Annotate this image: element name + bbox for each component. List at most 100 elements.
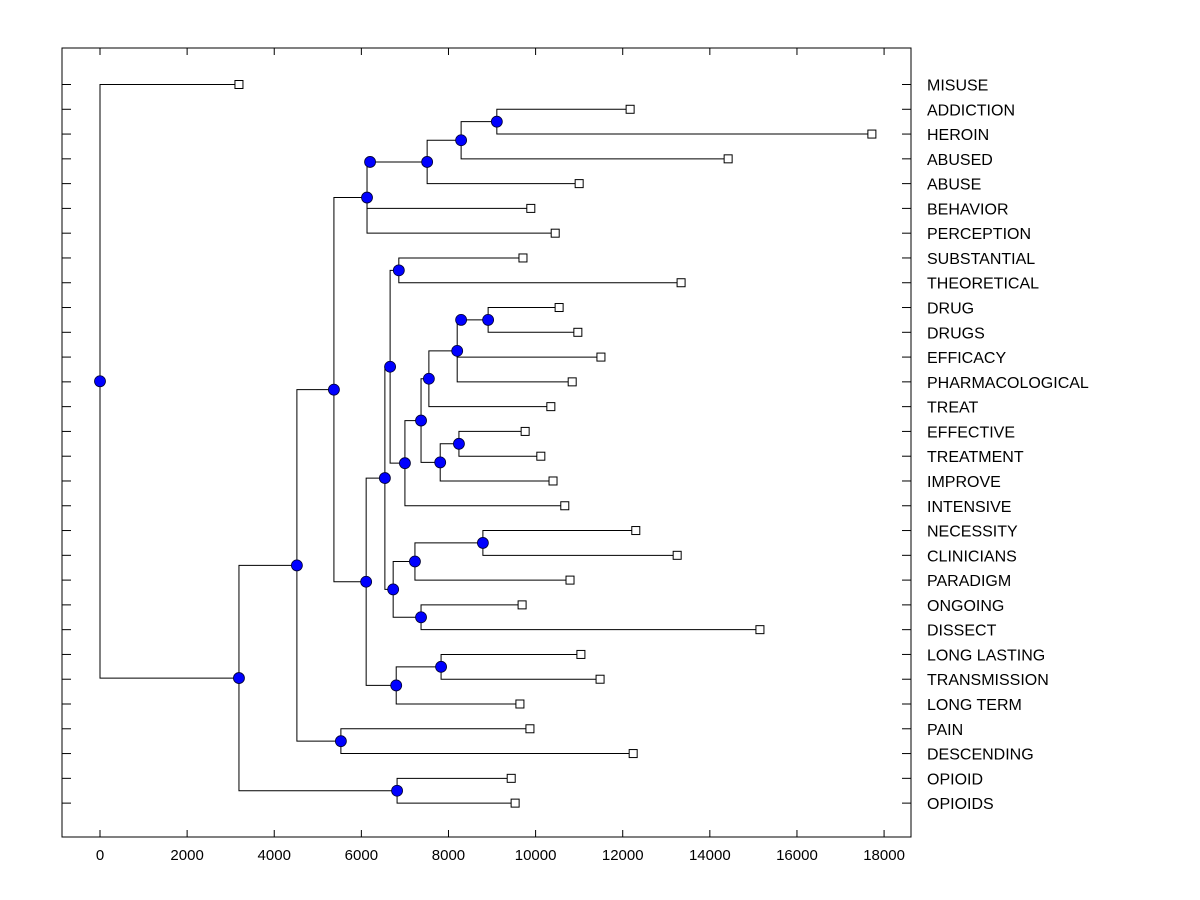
leaf-marker <box>672 550 682 560</box>
x-tick-label: 12000 <box>602 847 644 864</box>
leaf-marker <box>517 600 527 610</box>
leaf-label: ONGOING <box>927 598 1004 615</box>
dendrogram-link <box>395 685 520 705</box>
dendrogram-link <box>392 561 415 590</box>
leaf-marker <box>510 798 520 808</box>
dendrogram-link <box>333 197 368 390</box>
dendrogram-link <box>414 561 571 581</box>
dendrogram-link <box>365 581 397 686</box>
leaf-marker <box>520 426 530 436</box>
leaf-label: TRANSMISSION <box>927 672 1049 689</box>
leaf-marker <box>573 327 583 337</box>
dendrogram-link <box>456 350 573 383</box>
leaf-label: OPIOIDS <box>927 796 994 813</box>
leaf-label: IMPROVE <box>927 474 1001 491</box>
x-tick-label: 18000 <box>863 847 905 864</box>
leaf-label: INTENSIVE <box>927 499 1011 516</box>
leaf-marker <box>526 203 536 213</box>
dendrogram-link <box>428 350 458 379</box>
leaf-marker <box>574 179 584 189</box>
x-tick-label: 14000 <box>689 847 731 864</box>
cluster-node <box>415 414 427 427</box>
cluster-node <box>334 735 347 748</box>
cluster-node <box>378 472 391 484</box>
leaf-marker <box>518 253 528 263</box>
cluster-node <box>435 660 447 673</box>
leaf-marker <box>550 228 560 238</box>
dendrogram-link <box>238 678 398 792</box>
leaf-label: LONG TERM <box>927 697 1022 714</box>
dendrogram-link <box>392 589 422 618</box>
frame-ticks <box>62 48 911 804</box>
dendrogram-link <box>426 161 580 185</box>
dendrogram-link <box>428 378 551 408</box>
leaf-label: DRUGS <box>927 325 985 342</box>
cluster-node <box>434 456 447 469</box>
leaf-marker <box>234 80 244 89</box>
dendrogram-link <box>439 462 554 482</box>
leaf-marker <box>576 649 586 659</box>
leaf-marker <box>631 526 641 536</box>
x-axis: 0 2000 4000 6000 8000 10000 12000 14000 16000 180… <box>96 830 905 864</box>
leaf-marker <box>625 104 635 114</box>
x-tick-label: 16000 <box>776 847 818 864</box>
node-markers <box>94 115 503 797</box>
x-tick-label: 8000 <box>432 847 465 864</box>
leaf-marker <box>596 352 606 362</box>
cluster-node <box>482 314 495 326</box>
cluster-node <box>399 457 411 470</box>
leaf-marker <box>565 575 575 585</box>
leaf-label: ABUSE <box>927 177 981 194</box>
leaf-label: PHARMACOLOGICAL <box>927 375 1089 392</box>
leaf-marker <box>567 377 577 387</box>
x-tick-label: 10000 <box>515 847 557 864</box>
leaf-label: ABUSED <box>927 152 993 169</box>
dendrogram-link <box>99 84 239 382</box>
leaf-marker <box>723 154 733 164</box>
cluster-node <box>233 672 245 684</box>
dendrogram-link <box>296 389 334 566</box>
cluster-node <box>422 372 435 385</box>
cluster-node <box>361 191 373 204</box>
leaf-label: PAIN <box>927 722 963 739</box>
cluster-node <box>455 134 468 147</box>
leaf-label: TREAT <box>927 400 978 417</box>
cluster-node <box>364 156 376 168</box>
cluster-node <box>290 559 303 572</box>
x-tick-label: 0 <box>96 847 104 864</box>
leaf-label: OPIOID <box>927 771 983 788</box>
dendrogram-link <box>460 140 729 160</box>
leaf-marker <box>554 303 564 313</box>
dendrogram-link <box>333 389 367 583</box>
dendrogram-link <box>420 420 441 463</box>
leaf-labels: MISUSE ADDICTION HEROIN ABUSED ABUSE BEHAVIOR… <box>927 78 1089 814</box>
cluster-node <box>391 784 403 797</box>
dendrogram-link <box>460 121 497 141</box>
leaf-marker <box>525 724 535 734</box>
leaf-label: ADDICTION <box>927 102 1015 119</box>
leaf-markers <box>234 80 877 808</box>
cluster-node <box>94 375 106 388</box>
x-tick-label: 6000 <box>345 847 378 864</box>
plot-frame <box>61 47 912 838</box>
cluster-node <box>451 344 464 357</box>
leaf-marker <box>560 501 570 511</box>
leaf-marker <box>548 476 558 486</box>
leaf-marker <box>515 699 525 709</box>
leaf-marker <box>595 674 605 684</box>
dendrogram-link <box>439 443 459 463</box>
leaf-label: LONG LASTING <box>927 647 1045 664</box>
leaf-marker <box>867 129 877 139</box>
leaf-marker <box>506 773 516 783</box>
dendrogram-link <box>365 477 385 582</box>
leaf-label: DRUG <box>927 301 974 318</box>
leaf-label: DISSECT <box>927 623 997 640</box>
leaf-label: EFFECTIVE <box>927 424 1015 441</box>
leaf-marker <box>676 278 686 288</box>
leaf-marker <box>546 402 556 412</box>
dendrogram-link <box>414 542 483 562</box>
dendrogram-link <box>238 564 297 679</box>
cluster-node <box>328 383 340 396</box>
cluster-node <box>360 575 373 588</box>
